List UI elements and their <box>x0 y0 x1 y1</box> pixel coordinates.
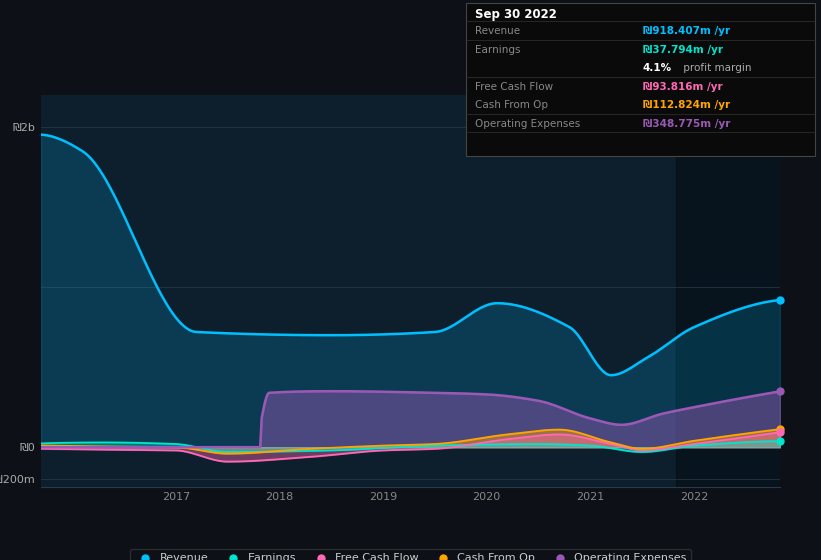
Text: ₪112.824m /yr: ₪112.824m /yr <box>643 100 730 110</box>
Text: ₪348.775m /yr: ₪348.775m /yr <box>643 119 730 129</box>
Text: Revenue: Revenue <box>475 26 520 36</box>
Text: 4.1%: 4.1% <box>643 63 672 73</box>
Text: ₪37.794m /yr: ₪37.794m /yr <box>643 45 722 55</box>
Text: ₪918.407m /yr: ₪918.407m /yr <box>643 26 730 36</box>
Text: Free Cash Flow: Free Cash Flow <box>475 82 553 92</box>
Text: profit margin: profit margin <box>680 63 751 73</box>
Text: Sep 30 2022: Sep 30 2022 <box>475 8 557 21</box>
Text: ₪93.816m /yr: ₪93.816m /yr <box>643 82 722 92</box>
Text: Operating Expenses: Operating Expenses <box>475 119 580 129</box>
Bar <box>677 95 821 487</box>
Legend: Revenue, Earnings, Free Cash Flow, Cash From Op, Operating Expenses: Revenue, Earnings, Free Cash Flow, Cash … <box>130 549 691 560</box>
Text: Earnings: Earnings <box>475 45 520 55</box>
Text: Cash From Op: Cash From Op <box>475 100 548 110</box>
